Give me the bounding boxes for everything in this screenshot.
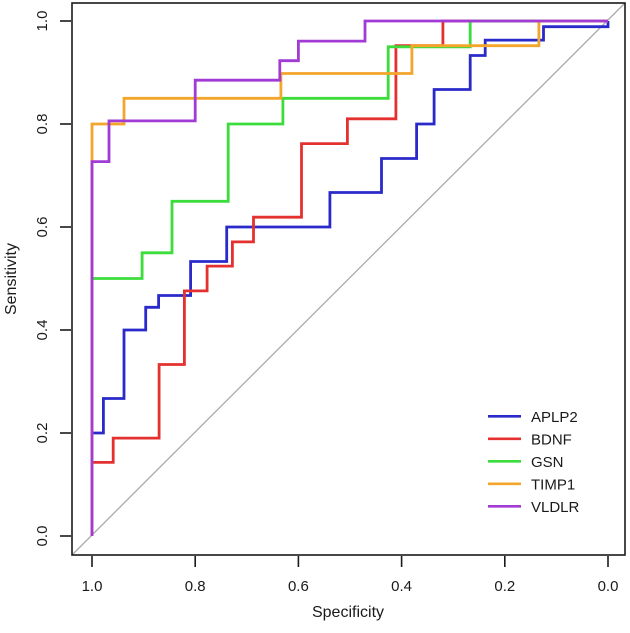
legend-item-aplp2: APLP2 bbox=[488, 409, 578, 426]
x-axis-title: Specificity bbox=[312, 604, 384, 621]
y-tick-label-0.0: 0.0 bbox=[34, 526, 51, 547]
legend-label-bdnf: BDNF bbox=[531, 431, 572, 448]
x-tick-label-0.0: 0.0 bbox=[598, 578, 619, 595]
x-tick-label-0.4: 0.4 bbox=[391, 578, 412, 595]
legend-item-bdnf: BDNF bbox=[488, 431, 572, 448]
roc-curves bbox=[90, 19, 610, 536]
roc-curve-aplp2 bbox=[90, 21, 610, 536]
legend-label-aplp2: APLP2 bbox=[531, 409, 578, 426]
y-tick-label-0.2: 0.2 bbox=[34, 423, 51, 444]
x-tick-label-1.0: 1.0 bbox=[82, 578, 103, 595]
legend-item-timp1: TIMP1 bbox=[488, 476, 575, 493]
y-tick-label-0.8: 0.8 bbox=[34, 114, 51, 135]
legend-item-vldlr: VLDLR bbox=[488, 499, 580, 516]
roc-curve-bdnf bbox=[90, 19, 608, 536]
plot-border bbox=[71, 2, 626, 556]
y-tick-label-0.6: 0.6 bbox=[34, 217, 51, 238]
x-tick-label-0.6: 0.6 bbox=[288, 578, 309, 595]
y-tick-label-0.4: 0.4 bbox=[34, 320, 51, 341]
legend-label-timp1: TIMP1 bbox=[531, 476, 575, 493]
x-axis: 1.0 0.8 0.6 0.4 0.2 0.0 bbox=[82, 556, 619, 595]
diagonal-reference-line bbox=[71, 2, 626, 556]
y-axis-title: Sensitivity bbox=[3, 243, 20, 315]
roc-curve-vldlr bbox=[90, 19, 608, 536]
x-tick-label-0.2: 0.2 bbox=[494, 578, 515, 595]
y-axis: 0.0 0.2 0.4 0.6 0.8 1.0 bbox=[34, 11, 71, 547]
x-tick-label-0.8: 0.8 bbox=[185, 578, 206, 595]
legend-label-gsn: GSN bbox=[531, 454, 564, 471]
legend-label-vldlr: VLDLR bbox=[531, 499, 580, 516]
legend-item-gsn: GSN bbox=[488, 454, 564, 471]
y-tick-label-1.0: 1.0 bbox=[34, 11, 51, 32]
legend: APLP2 BDNF GSN TIMP1 VLDLR bbox=[488, 409, 580, 516]
